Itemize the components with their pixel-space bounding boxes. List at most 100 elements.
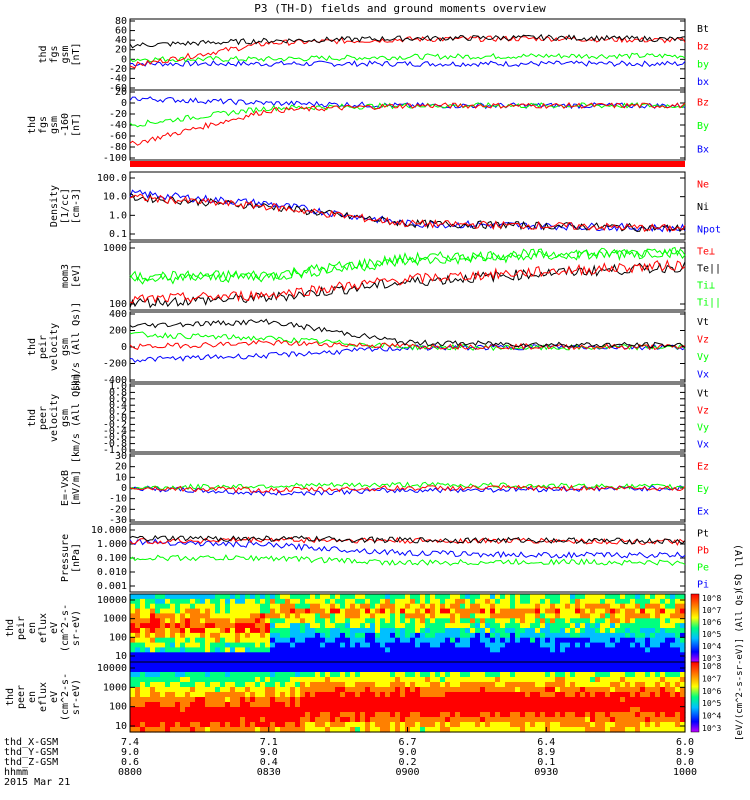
y-tick-label: -10 (109, 494, 127, 505)
y-tick-label: 10.0 (103, 192, 127, 203)
x-tick-label: 0.4 (260, 757, 278, 768)
panel-frame (129, 383, 686, 453)
x-row-label: thd_Z-GSM (4, 757, 58, 768)
y-tick-label: -40 (109, 73, 127, 84)
y-tick-label: 0 (121, 54, 127, 65)
colorbar: 10^8 10^7 10^6 10^5 10^4 10^3 (690, 661, 721, 733)
legend-ez: Ez (697, 461, 709, 472)
legend-by: by (697, 59, 709, 70)
colorbar-tick: 10^4 (702, 712, 721, 721)
colorbar-tick: 10^7 (702, 674, 721, 683)
y-tick-label: 100 (109, 632, 127, 643)
x-tick-label: 9.0 (398, 747, 416, 758)
x-tick-label: 9.0 (260, 747, 278, 758)
y-tick-label: -80 (109, 142, 127, 153)
y-tick-label: -0.2 (103, 419, 127, 430)
x-tick-label: 0830 (257, 767, 281, 778)
series-vt (129, 318, 686, 349)
y-tick-label: 0 (121, 342, 127, 353)
x-tick-label: 7.1 (260, 737, 278, 748)
panel-p3: 100.0 10.0 1.0 0.1 Density[1/cc][cm-3] Ne Ni Np… (49, 171, 721, 241)
legend-vy: Vy (697, 423, 709, 434)
legend-te: Te⊥ (697, 247, 715, 258)
series-by (129, 52, 686, 63)
legend-vx: Vx (697, 369, 709, 380)
y-tick-label: -100 (103, 153, 127, 164)
series-ex (129, 485, 686, 497)
series-ne (129, 193, 686, 233)
y-tick-label: 0.1 (109, 229, 127, 240)
series-vz (129, 339, 686, 351)
y-tick-label: 100 (109, 299, 127, 310)
colorbar-tick: 10^5 (702, 699, 721, 708)
y-tick-label: 20 (115, 45, 127, 56)
y-axis-label: thdpeerenefluxeV(cm^2-s-sr-eV) (5, 673, 82, 721)
y-tick-label: 0.001 (97, 581, 127, 592)
series-ey (129, 481, 686, 491)
legend-vt: Vt (697, 389, 709, 400)
colorbar-tick: 10^8 (702, 594, 721, 603)
y-tick-label: -60 (109, 131, 127, 142)
series-bz (129, 35, 686, 69)
legend-ex: Ex (697, 507, 709, 518)
y-tick-label: -40 (109, 120, 127, 131)
panel-frame (129, 89, 686, 161)
legend-vz: Vz (697, 406, 709, 417)
x-tick-label: 6.4 (537, 737, 555, 748)
y-tick-label: 10000 (97, 595, 127, 606)
legend-pb: Pb (697, 546, 709, 557)
x-tick-label: 6.0 (676, 737, 694, 748)
series-pt (129, 534, 686, 545)
side-label: (All Qs) (732, 544, 743, 592)
series-pi (129, 538, 686, 559)
y-tick-label: 80 (115, 16, 127, 27)
y-tick-label: 10 (115, 651, 127, 662)
y-tick-label: 30 (115, 451, 127, 462)
y-tick-label: 0.8 (109, 387, 127, 398)
legend-ne: Ne (697, 179, 709, 190)
panel-frame (129, 171, 686, 241)
series-ez (129, 484, 686, 494)
x-tick-label: 8.9 (676, 747, 694, 758)
series-te (129, 261, 686, 309)
y-tick-label: 200 (109, 326, 127, 337)
x-tick-label: 7.4 (121, 737, 139, 748)
y-tick-label: 10 (115, 721, 127, 732)
y-tick-label: 0 (121, 98, 127, 109)
legend-bt: Bt (697, 24, 709, 35)
y-tick-label: 0.100 (97, 553, 127, 564)
y-tick-label: -1.0 (103, 445, 127, 456)
y-tick-label: -60 (109, 83, 127, 94)
x-tick-label: 0.0 (676, 757, 694, 768)
panel-p9: 10000 1000 100 10 thdpeirenefluxeV(cm^2-s-sr… (5, 593, 686, 663)
y-tick-label: 1000 (103, 243, 127, 254)
y-tick-label: 1.0 (109, 381, 127, 392)
legend-pi: Pi (697, 580, 709, 591)
legend-by: By (697, 121, 709, 132)
y-tick-label: 1000 (103, 614, 127, 625)
y-tick-label: -20 (109, 64, 127, 75)
y-tick-label: 0.2 (109, 407, 127, 418)
y-tick-label: -200 (103, 359, 127, 370)
y-axis-label: thdpeirenefluxeV(cm^2-s-sr-eV) (5, 604, 82, 652)
y-axis-label: thdfgsgsm[nT] (38, 42, 82, 66)
y-axis-label: Density[1/cc][cm-3] (49, 185, 82, 227)
colorbar-tick: 10^3 (702, 654, 721, 663)
legend-ey: Ey (697, 484, 709, 495)
x-tick-label: 9.0 (121, 747, 139, 758)
y-tick-label: 400 (109, 309, 127, 320)
y-tick-label: 0 (121, 483, 127, 494)
legend-pe: Pe (697, 563, 709, 574)
legend-bz: bz (697, 42, 709, 53)
y-tick-label: 0.6 (109, 394, 127, 405)
y-axis-label: E=-VxB[mV/m] (60, 470, 82, 506)
x-tick-label: 0.6 (121, 757, 139, 768)
y-axis-label: thdpeirvelocitygsm[km/s (All Qs)] (27, 302, 82, 392)
x-tick-label: 0930 (534, 767, 558, 778)
legend-npot: Npot (697, 225, 721, 236)
y-tick-label: 0.4 (109, 400, 127, 411)
y-tick-label: 20 (115, 462, 127, 473)
y-tick-label: 100 (109, 702, 127, 713)
